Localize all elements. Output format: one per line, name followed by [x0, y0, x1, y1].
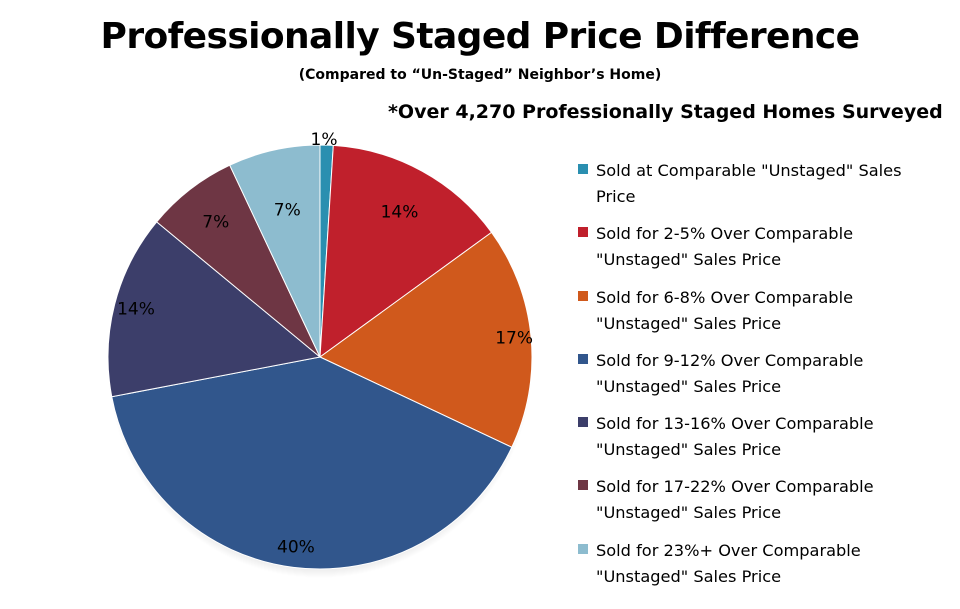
- legend-swatch: [578, 290, 588, 301]
- pie-slice: [229, 144, 321, 358]
- pie-slice: [319, 231, 533, 448]
- legend-label: Sold for 9-12% Over Comparable "Unstaged…: [596, 350, 864, 396]
- legend-label: Sold for 6-8% Over Comparable "Unstaged"…: [596, 287, 854, 333]
- legend-item: Sold for 17-22% Over Comparable "Unstage…: [578, 474, 948, 537]
- slice-label: 14%: [381, 202, 419, 222]
- legend-label: Sold at Comparable "Unstaged" Sales Pric…: [596, 161, 902, 206]
- slice-label: 17%: [495, 329, 533, 349]
- legend-swatch: [578, 164, 588, 174]
- legend-label: Sold for 2-5% Over Comparable "Unstaged"…: [596, 224, 854, 270]
- legend-swatch: [578, 543, 588, 554]
- slice-label: 40%: [277, 538, 315, 558]
- legend-item: Sold at Comparable "Unstaged" Sales Pric…: [578, 158, 948, 221]
- legend-item: Sold for 2-5% Over Comparable "Unstaged"…: [578, 221, 948, 284]
- slice-label: 7%: [274, 201, 301, 221]
- legend-item: Sold for 23%+ Over Comparable "Unstaged"…: [578, 538, 948, 601]
- legend-item: Sold for 13-16% Over Comparable "Unstage…: [578, 411, 948, 474]
- legend-label: Sold for 17-22% Over Comparable "Unstage…: [596, 477, 874, 523]
- legend: Sold at Comparable "Unstaged" Sales Pric…: [578, 158, 948, 601]
- legend-item: Sold for 9-12% Over Comparable "Unstaged…: [578, 348, 948, 411]
- pie-slice: [107, 221, 322, 398]
- pie-slice: [111, 356, 513, 570]
- slice-label: 14%: [117, 300, 155, 320]
- pie-slice: [319, 144, 493, 359]
- legend-item: Sold for 6-8% Over Comparable "Unstaged"…: [578, 285, 948, 348]
- legend-swatch: [578, 353, 588, 364]
- legend-label: Sold for 13-16% Over Comparable "Unstage…: [596, 414, 874, 460]
- legend-swatch: [578, 480, 588, 491]
- chart-title: Professionally Staged Price Difference: [100, 16, 860, 57]
- survey-note: *Over 4,270 Professionally Staged Homes …: [388, 101, 943, 123]
- slice-label: 1%: [311, 130, 338, 150]
- slice-label: 7%: [202, 213, 229, 233]
- legend-swatch: [578, 227, 588, 238]
- legend-label: Sold for 23%+ Over Comparable "Unstaged"…: [596, 540, 861, 586]
- legend-swatch: [578, 417, 588, 428]
- chart-subtitle: (Compared to “Un-Staged” Neighbor’s Home…: [298, 67, 662, 83]
